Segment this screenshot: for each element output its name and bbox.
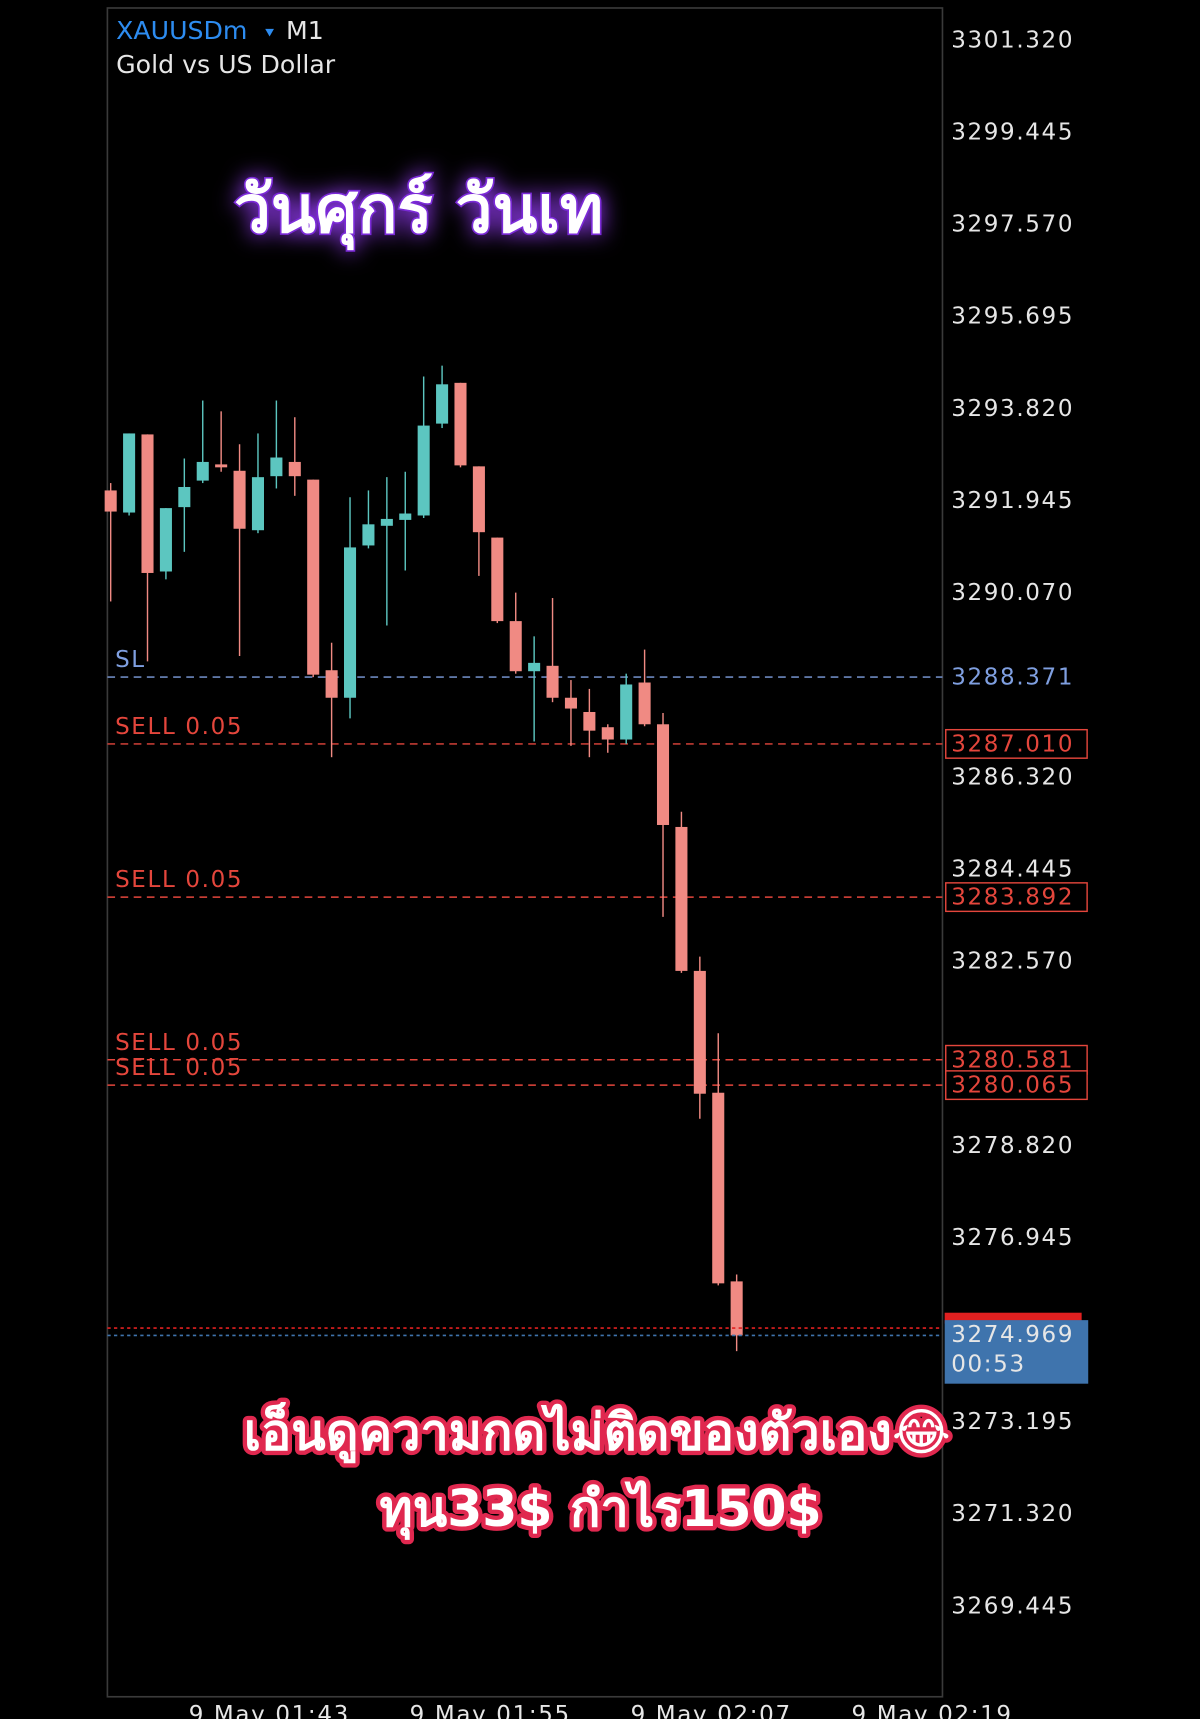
candle-body — [583, 711, 596, 731]
x-tick-label: 9 May 02:19 — [852, 1702, 1013, 1719]
y-tick-label: 3299.445 — [951, 120, 1074, 146]
y-tick-label: 3291.945 — [951, 488, 1074, 514]
price-label-box — [945, 1070, 1088, 1101]
candle-body — [325, 670, 338, 698]
y-tick-label: 3282.570 — [951, 949, 1074, 975]
y-tick-label: 3293.820 — [951, 396, 1074, 422]
price-line-label: SELL 0.05 — [115, 867, 243, 893]
candle-body — [491, 537, 504, 622]
y-tick-label: 3269.445 — [951, 1593, 1074, 1619]
price-line-label: SL — [115, 647, 146, 673]
bid-price: 3274.969 — [951, 1322, 1074, 1348]
candle-body — [454, 382, 467, 466]
y-tick-label: 3284.445 — [951, 856, 1074, 882]
candle-body — [472, 466, 485, 533]
candle-body — [123, 433, 136, 513]
plot-frame — [106, 7, 944, 1698]
candle-body — [288, 461, 301, 477]
candle-body — [344, 547, 357, 698]
candle-body — [564, 697, 577, 709]
ask-label-box — [944, 1312, 1082, 1324]
y-tick-label: 3271.320 — [951, 1501, 1074, 1527]
price-line-label: SELL 0.05 — [115, 1030, 243, 1056]
bid-label-box — [944, 1320, 1089, 1384]
caption-line: ทุน33$ กำไร150$ — [380, 1479, 822, 1540]
y-tick-label: 3295.695 — [951, 304, 1074, 330]
candle-body — [656, 724, 670, 825]
x-tick-label: 9 May 02:07 — [631, 1702, 792, 1719]
candle-body — [380, 518, 393, 526]
y-tick-label: 3290.070 — [951, 580, 1074, 606]
price-line-value: 3280.065 — [951, 1073, 1074, 1099]
candle-body — [399, 513, 412, 520]
y-tick-label: 3278.820 — [951, 1133, 1074, 1159]
candle-body — [362, 524, 375, 546]
caption-line: เอ็นดูความกดไม่ติดของตัวเอง😂 — [244, 1401, 951, 1463]
price-line-value: 3280.581 — [951, 1047, 1074, 1073]
candle-body — [601, 727, 614, 740]
candle-body — [528, 662, 541, 672]
candle-body — [251, 477, 264, 531]
candle-body — [178, 486, 191, 508]
price-line-value: 3287.010 — [951, 732, 1074, 758]
price-line-value: 3283.892 — [951, 885, 1074, 911]
candle-body — [159, 508, 172, 572]
x-tick-label: 9 May 01:55 — [410, 1702, 571, 1719]
candle-body — [141, 434, 154, 573]
price-line-label: SELL 0.05 — [115, 714, 243, 740]
y-tick-label: 3276.945 — [951, 1225, 1074, 1251]
candle-body — [270, 457, 283, 477]
candle-body — [730, 1281, 743, 1336]
y-tick-label: 3286.320 — [951, 764, 1074, 790]
plot-area: 3301.320 3299.445 3297.570 3295.695 3293.820… — [104, 27, 1089, 1719]
candle-body — [546, 665, 559, 698]
price-label-box — [945, 882, 1088, 913]
candle-body — [620, 684, 633, 740]
x-tick-label: 9 May 01:43 — [189, 1702, 350, 1719]
candle-body — [417, 425, 430, 516]
price-line-value: 3288.371 — [951, 665, 1074, 691]
countdown: 00:53 — [951, 1352, 1026, 1378]
candle-body — [436, 384, 449, 424]
y-tick-label: 3273.195 — [951, 1409, 1074, 1435]
price-label-box — [945, 728, 1088, 759]
candle-body — [307, 479, 320, 675]
candle-body — [104, 490, 117, 512]
y-tick-label: 3297.570 — [951, 212, 1074, 238]
candle-body — [675, 826, 688, 971]
y-tick-label: 3301.320 — [951, 27, 1074, 53]
candle-body — [509, 621, 522, 672]
candle-body — [215, 464, 228, 468]
candle-body — [233, 470, 246, 529]
price-line-label: SELL 0.05 — [115, 1055, 243, 1081]
candle-body — [196, 461, 209, 481]
candle-body — [693, 970, 706, 1094]
symbol[interactable]: XAUUSDm — [116, 16, 247, 45]
candle-body — [712, 1092, 725, 1284]
candle-body — [638, 682, 651, 725]
dropdown-icon[interactable] — [265, 28, 274, 37]
timeframe[interactable]: M1 — [286, 16, 324, 45]
headline: วันศุกร์ วันเท — [234, 171, 603, 251]
description: Gold vs US Dollar — [116, 50, 336, 79]
